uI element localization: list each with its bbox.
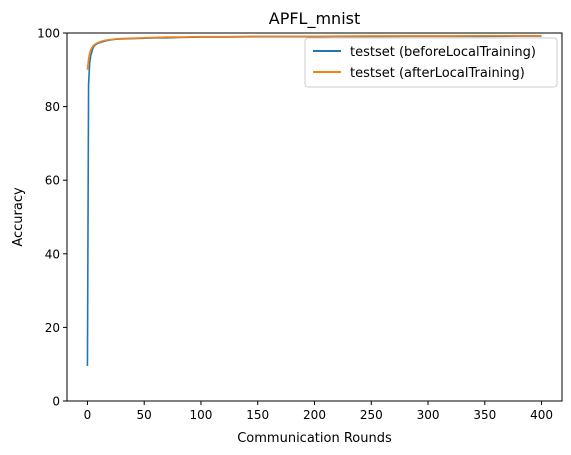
legend-box <box>304 37 558 88</box>
legend-label-after: testset (afterLocalTraining) <box>350 66 525 81</box>
x-tick-label: 0 <box>84 408 92 422</box>
x-tick-label: 400 <box>530 408 553 422</box>
y-tick-label: 40 <box>45 247 60 261</box>
y-axis-ticks: 0 20 40 60 80 100 <box>37 27 67 409</box>
x-tick-label: 200 <box>303 408 326 422</box>
plot-lines <box>86 34 542 367</box>
x-tick-label: 300 <box>417 408 440 422</box>
x-tick-label: 150 <box>246 408 269 422</box>
x-axis-ticks: 0 50 100 150 200 250 300 350 400 <box>84 401 553 422</box>
x-tick-label: 350 <box>473 408 496 422</box>
legend-label-before: testset (beforeLocalTraining) <box>350 45 536 60</box>
series-line-after <box>86 34 542 70</box>
x-tick-label: 100 <box>190 408 213 422</box>
y-axis-label: Accuracy <box>11 187 26 247</box>
x-axis-label: Communication Rounds <box>237 431 392 446</box>
y-tick-label: 20 <box>45 321 60 335</box>
y-tick-label: 100 <box>37 27 60 41</box>
x-tick-label: 250 <box>360 408 383 422</box>
x-tick-label: 50 <box>137 408 152 422</box>
y-tick-label: 80 <box>45 100 60 114</box>
y-tick-label: 60 <box>45 174 60 188</box>
y-tick-label: 0 <box>52 395 60 409</box>
legend: testset (beforeLocalTraining) testset (a… <box>304 37 558 88</box>
chart-title: APFL_mnist <box>269 9 361 29</box>
